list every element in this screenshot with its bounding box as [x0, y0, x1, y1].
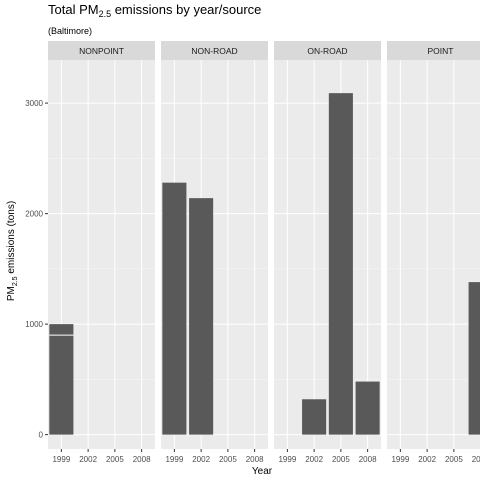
bar-on-road-2005	[328, 93, 353, 435]
y-axis-title: PM2.5 emissions (tons)	[6, 201, 19, 301]
facet-label-on-road: ON-ROAD	[307, 46, 347, 56]
facet-label-non-road: NON-ROAD	[191, 46, 237, 56]
chart-subtitle: (Baltimore)	[48, 26, 92, 36]
bar-non-road-1999	[162, 182, 187, 435]
facet-strip-on-road	[274, 41, 381, 60]
x-tick-label: 1999	[278, 455, 296, 464]
y-tick-label: 2000	[25, 210, 43, 219]
facet-strip-non-road	[161, 41, 268, 60]
panel-background-point	[387, 60, 480, 449]
y-tick-label: 1000	[25, 320, 43, 329]
x-tick-label: 2008	[472, 455, 480, 464]
y-tick-label: 3000	[25, 99, 43, 108]
x-tick-label: 1999	[165, 455, 183, 464]
x-tick-label: 2002	[418, 455, 436, 464]
facet-label-point: POINT	[428, 46, 454, 56]
bar-point-2008	[468, 282, 480, 435]
bar-on-road-2008	[355, 381, 380, 435]
x-tick-label: 1999	[391, 455, 409, 464]
x-tick-label: 2005	[106, 455, 124, 464]
bar-nonpoint-1999	[49, 324, 74, 435]
x-tick-label: 2005	[332, 455, 350, 464]
x-tick-label: 2002	[79, 455, 97, 464]
bar-non-road-2002	[189, 198, 214, 435]
x-tick-label: 2008	[133, 455, 151, 464]
y-tick-label: 0	[39, 431, 44, 440]
x-tick-label: 2008	[246, 455, 264, 464]
x-tick-label: 2005	[445, 455, 463, 464]
x-tick-label: 2002	[192, 455, 210, 464]
x-tick-label: 2002	[305, 455, 323, 464]
x-tick-label: 1999	[52, 455, 70, 464]
x-tick-label: 2005	[219, 455, 237, 464]
chart-title: Total PM2.5 emissions by year/source	[48, 2, 261, 19]
x-tick-label: 2008	[359, 455, 377, 464]
facet-strip-point	[387, 41, 480, 60]
facet-strip-nonpoint	[48, 41, 155, 60]
facet-label-nonpoint: NONPOINT	[79, 46, 124, 56]
x-axis-title: Year	[252, 466, 273, 477]
bar-on-road-2002	[302, 399, 327, 435]
